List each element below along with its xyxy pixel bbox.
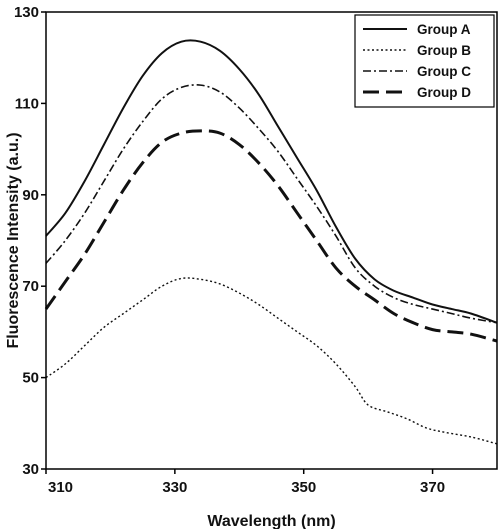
x-tick-label: 350 <box>291 479 316 496</box>
series-line-group-c <box>45 84 498 324</box>
x-tick-label: 310 <box>48 479 73 496</box>
legend-label: Group C <box>417 64 471 79</box>
x-tick-label: 330 <box>162 479 187 496</box>
series-line-group-d <box>44 129 498 343</box>
y-tick-label: 130 <box>14 4 39 21</box>
tick-labels: 310 330 350 370 30 50 70 90 110 130 <box>14 4 445 496</box>
legend-label: Group A <box>417 22 471 37</box>
y-tick-label: 50 <box>22 370 39 387</box>
plot-frame <box>45 11 498 470</box>
x-axis-title: Wavelength (nm) <box>207 513 335 529</box>
legend: Group A Group B Group C Group D <box>354 14 495 108</box>
y-tick-label: 70 <box>22 278 39 295</box>
axis-ticks <box>41 11 434 474</box>
y-axis-title: Fluorescence Intensity (a.u.) <box>5 132 22 348</box>
plot-lines <box>44 39 498 445</box>
y-tick-label: 90 <box>22 187 39 204</box>
legend-label: Group B <box>417 43 471 58</box>
legend-label: Group D <box>417 85 471 100</box>
y-tick-label: 30 <box>22 461 39 478</box>
x-tick-label: 370 <box>420 479 445 496</box>
y-tick-label: 110 <box>15 95 39 112</box>
series-line-group-a <box>45 39 498 324</box>
